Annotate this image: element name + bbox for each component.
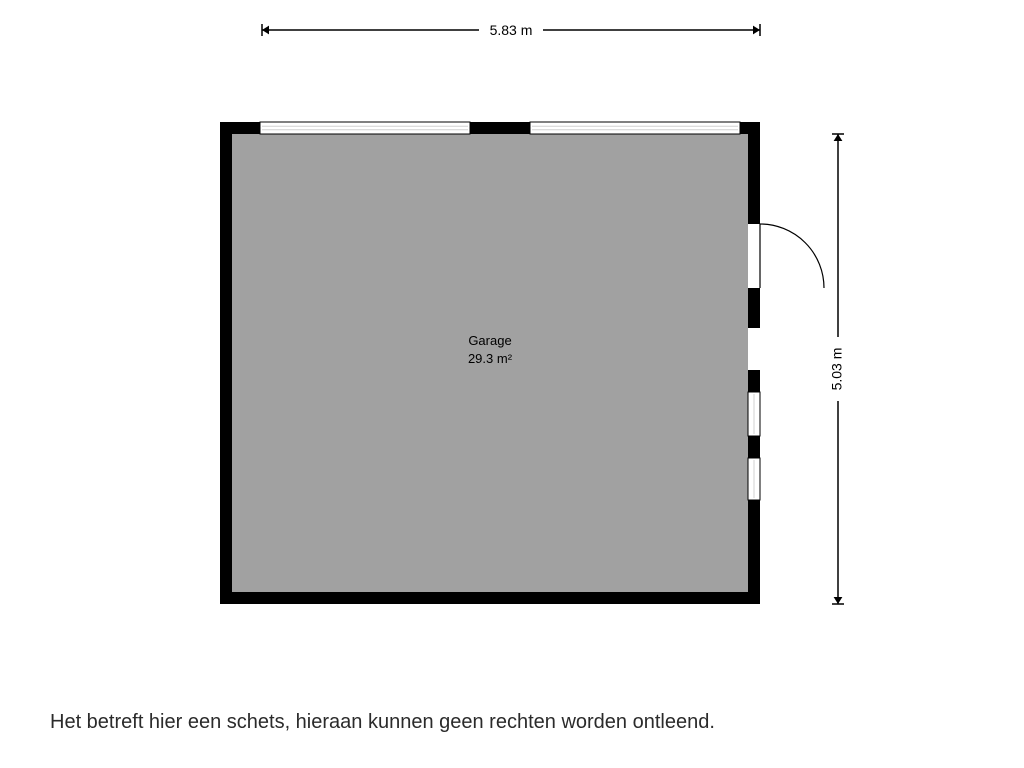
dimension-width-label: 5.83 m [490,22,533,38]
wall-right-segment-2 [748,288,760,328]
wall-top-segment [220,122,260,134]
wall-right-segment-4 [748,436,760,458]
wall-bottom [220,592,760,604]
room-name-label: Garage [468,333,511,348]
footer-disclaimer: Het betreft hier een schets, hieraan kun… [50,711,715,733]
wall-left [220,122,232,604]
garage-door-2 [530,122,740,134]
dimension-height-label: 5.03 m [829,348,845,391]
room-area-label: 29.3 m² [468,351,513,366]
garage-door-1 [260,122,470,134]
wall-right-segment-5 [748,500,760,604]
wall-top-segment [470,122,530,134]
wall-right-segment-1 [748,122,760,224]
wall-right-segment-3 [748,370,760,392]
